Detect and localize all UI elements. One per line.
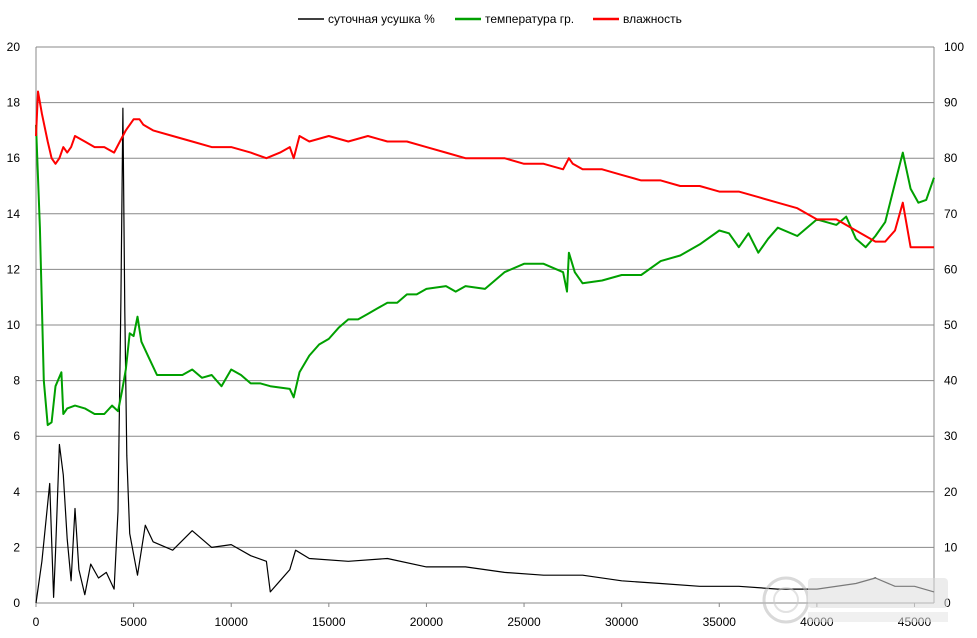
y-right-tick-label: 50 [944,318,958,332]
x-tick-label: 15000 [312,615,346,629]
y-left-tick-label: 2 [13,540,20,554]
y-left-tick-label: 16 [7,151,21,165]
x-tick-label: 30000 [605,615,639,629]
x-tick-label: 10000 [215,615,249,629]
legend-label: температура гр. [485,12,574,26]
y-left-tick-label: 6 [13,429,20,443]
series-line-2 [35,124,935,427]
y-left-tick-label: 10 [7,318,21,332]
x-tick-label: 5000 [120,615,147,629]
y-left-tick-label: 14 [7,207,21,221]
legend-label: влажность [623,12,682,26]
y-right-tick-label: 20 [944,485,958,499]
y-left-tick-label: 12 [7,262,21,276]
legend-label: суточная усушка % [328,12,435,26]
left-axis-ticks: 0 2 4 6 8 10 12 14 16 18 20 [7,40,21,610]
y-right-tick-label: 80 [944,151,958,165]
y-left-tick-label: 8 [13,374,20,388]
y-left-tick-label: 20 [7,40,21,54]
y-left-tick-label: 4 [13,485,20,499]
x-tick-label: 35000 [703,615,737,629]
x-tick-label: 0 [33,615,40,629]
gridlines [36,46,934,548]
y-right-tick-label: 30 [944,429,958,443]
y-right-tick-label: 70 [944,207,958,221]
x-tick-label: 25000 [507,615,541,629]
y-right-tick-label: 100 [944,40,964,54]
y-left-tick-label: 18 [7,96,21,110]
series-line-3 [35,90,934,249]
y-right-tick-label: 90 [944,96,958,110]
y-right-tick-label: 60 [944,262,958,276]
y-right-tick-label: 10 [944,540,958,554]
y-right-tick-label: 40 [944,374,958,388]
series-layer [35,90,935,604]
x-tick-label: 20000 [410,615,444,629]
y-left-tick-label: 0 [13,596,20,610]
watermark-logo [762,576,948,624]
legend: суточная усушка % температура гр. влажност… [298,12,682,26]
series-line-1 [35,107,935,604]
